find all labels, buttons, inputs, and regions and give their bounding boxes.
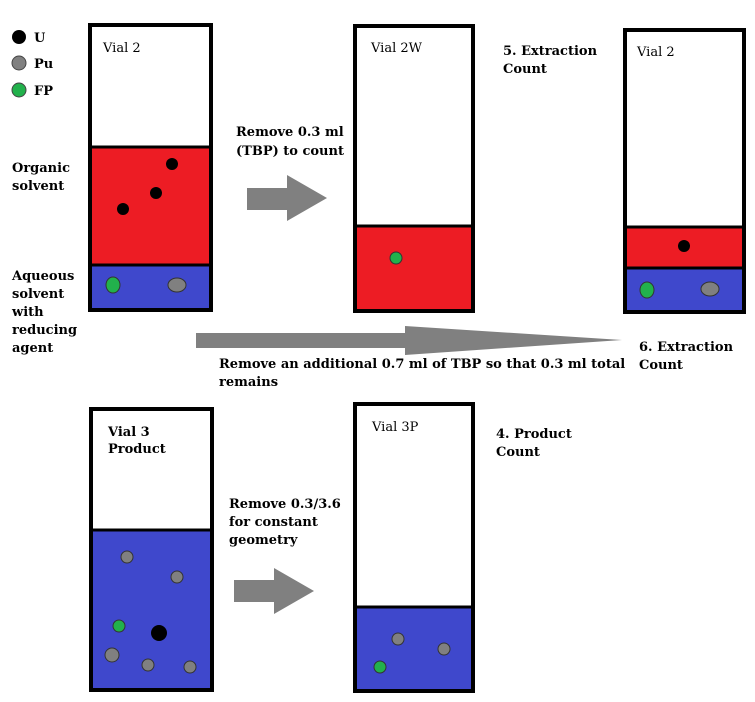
pu-particle [391,632,405,646]
extraction-count-6-label: 6. Extraction Count [639,340,738,373]
organic-layer [90,147,211,265]
product-count-4-label: 4. Product Count [496,427,576,460]
aqueous-layer [355,607,473,691]
u-particle [678,240,690,252]
vial-title: Vial 2 [636,45,675,60]
fp-particle [105,276,121,294]
organic-solvent-label: Organic solvent [12,161,75,194]
vial-3: Vial 3 Product [89,407,214,692]
legend-fp-label: FP [34,84,53,99]
remove-tbp-label: Remove 0.3 ml (TBP) to count [236,125,348,159]
vial-2-start: Vial 2 [88,23,213,312]
pu-particle [437,642,451,656]
organic-layer [355,226,473,311]
extraction-count-5-label: 5. Extraction Count [503,44,602,77]
arrow-right-1 [247,175,327,221]
pu-particle [700,281,720,297]
fp-particle [639,281,655,299]
legend-u-marker [12,30,26,44]
legend: U Pu FP [11,30,53,99]
remove-additional-label: Remove an additional 0.7 ml of TBP so th… [219,357,630,390]
legend-pu-label: Pu [34,57,53,72]
u-particle [117,203,129,215]
long-arrow [196,326,622,355]
pu-particle [183,660,197,674]
pu-particle [104,647,120,663]
u-particle [151,625,167,641]
arrow-right-2 [234,568,314,614]
remove-constant-geometry-label: Remove 0.3/3.6 for constant geometry [229,497,345,548]
legend-fp-marker [11,82,27,98]
vial-title: Vial 3P [371,420,419,435]
legend-pu-marker [11,55,27,71]
fp-particle [112,619,126,633]
pu-particle [141,658,155,672]
legend-u-label: U [34,31,46,46]
vial-2w: Vial 2W [353,24,475,313]
vial-title: Vial 2W [370,41,423,56]
vial-title: Vial 2 [102,41,141,56]
vial-3p: Vial 3P [353,402,475,693]
fp-particle [389,251,403,265]
u-particle [150,187,162,199]
vial-2-after: Vial 2 [623,28,746,314]
vial-title: Vial 3 Product [107,425,166,457]
pu-particle [167,277,187,293]
u-particle [166,158,178,170]
fp-particle [373,660,387,674]
pu-particle [170,570,184,584]
pu-particle [120,550,134,564]
aqueous-solvent-label: Aqueous solvent with reducing agent [11,269,82,356]
